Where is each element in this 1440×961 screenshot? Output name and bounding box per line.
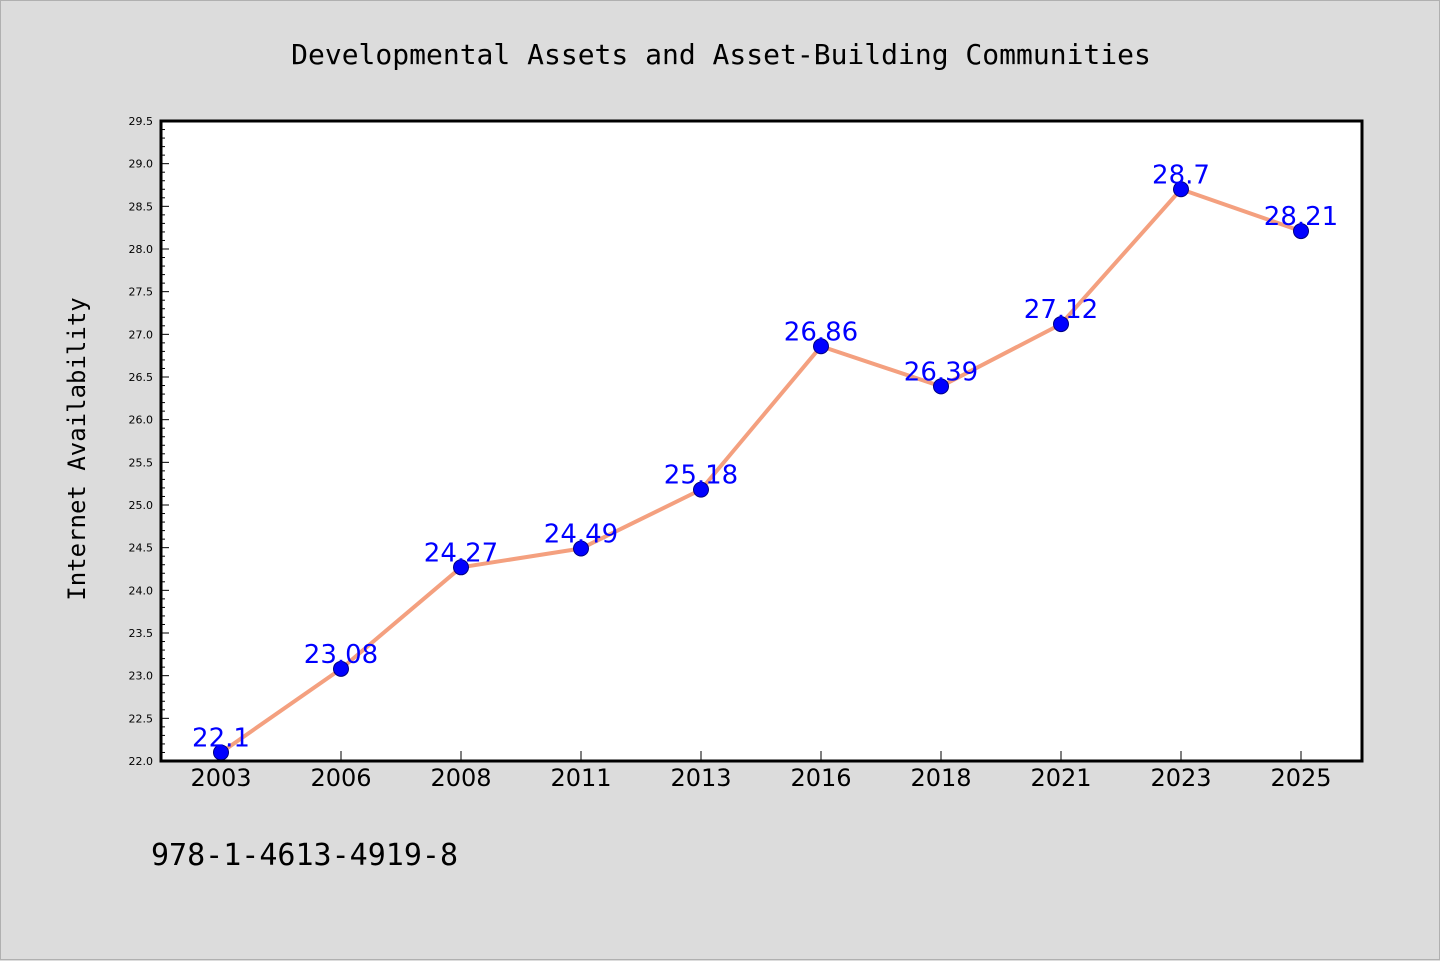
data-label: 24.27 (424, 538, 498, 568)
x-tick-label: 2023 (1150, 764, 1211, 792)
y-axis-label: Internet Availability (63, 297, 91, 600)
y-tick-label: 25.0 (129, 499, 154, 512)
y-tick-label: 26.0 (129, 414, 154, 427)
isbn-footer: 978-1-4613-4919-8 (151, 838, 458, 873)
y-tick-label: 25.5 (129, 456, 154, 469)
y-tick-label: 26.5 (129, 371, 154, 384)
data-point (573, 540, 589, 557)
x-tick-label: 2016 (790, 764, 851, 792)
data-point (333, 660, 349, 677)
data-label: 26.39 (904, 357, 978, 387)
x-tick-label: 2021 (1030, 764, 1091, 792)
y-tick-label: 29.0 (129, 158, 154, 171)
data-label: 28.7 (1152, 160, 1210, 190)
y-tick-label: 24.0 (129, 584, 154, 597)
y-tick-label: 23.5 (129, 627, 154, 640)
y-tick-label: 27.0 (129, 328, 154, 341)
data-label: 28.21 (1264, 202, 1338, 232)
chart-title: Developmental Assets and Asset-Building … (291, 38, 1151, 71)
data-point (693, 481, 709, 498)
y-tick-label: 23.0 (129, 670, 154, 683)
data-label: 23.08 (304, 640, 378, 670)
data-point (1173, 181, 1189, 198)
data-point (1053, 316, 1069, 333)
data-label: 22.1 (192, 723, 250, 753)
data-label: 25.18 (664, 461, 738, 491)
x-tick-label: 2006 (310, 764, 371, 792)
x-tick-label: 2011 (550, 764, 611, 792)
series-group: 22.1 23.08 24.27 24.49 25.18 26.86 26.39 27.12 2… (192, 160, 1338, 761)
x-tick-label: 2003 (190, 764, 251, 792)
data-point (1293, 223, 1309, 240)
data-label: 26.86 (784, 317, 858, 347)
y-tick-label: 27.5 (129, 286, 154, 299)
y-axis-ticks: 22.0 22.5 23.0 23.5 24.0 24.5 25.0 25.5 26.0 26.5… (129, 115, 169, 768)
y-tick-label: 28.0 (129, 243, 154, 256)
x-axis-ticks: 2003 2006 2008 2011 2013 2016 2018 2021 2023 2025 (190, 751, 1332, 792)
data-label: 24.49 (544, 520, 618, 550)
data-point (813, 338, 829, 355)
y-tick-label: 22.5 (129, 712, 154, 725)
x-tick-label: 2008 (430, 764, 491, 792)
y-tick-label: 28.5 (129, 200, 154, 213)
y-tick-label: 24.5 (129, 542, 154, 555)
x-tick-label: 2018 (910, 764, 971, 792)
x-tick-label: 2013 (670, 764, 731, 792)
y-tick-label: 29.5 (129, 115, 154, 128)
x-tick-label: 2025 (1270, 764, 1331, 792)
data-point (933, 378, 949, 395)
y-tick-label: 22.0 (129, 755, 154, 768)
data-label: 27.12 (1024, 295, 1098, 325)
series-line (219, 187, 1302, 755)
plot-border (159, 119, 1364, 763)
data-point (453, 559, 469, 576)
